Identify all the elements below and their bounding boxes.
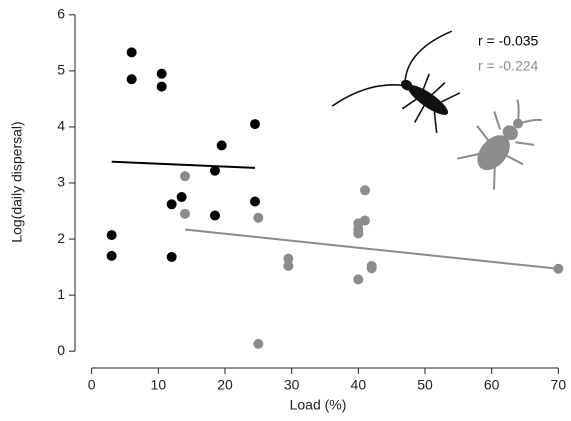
point — [166, 251, 177, 262]
point — [253, 212, 264, 223]
x-axis-label: Load (%) — [290, 397, 347, 413]
beetle-longhorn — [331, 30, 461, 134]
x-tick-label: 10 — [151, 377, 167, 393]
point — [366, 263, 377, 274]
point — [180, 208, 190, 219]
x-tick-label: 0 — [88, 377, 96, 393]
point — [283, 260, 294, 271]
point — [176, 192, 187, 203]
point — [156, 68, 167, 79]
point — [250, 196, 260, 207]
y-tick-label: 1 — [57, 286, 65, 302]
point — [360, 215, 370, 226]
point — [126, 47, 137, 58]
x-tick-label: 60 — [484, 377, 500, 393]
y-tick-label: 4 — [57, 118, 65, 134]
point — [216, 140, 227, 151]
point — [283, 253, 294, 264]
x-tick-label: 40 — [351, 377, 367, 393]
point — [156, 81, 167, 92]
fit-line — [111, 160, 256, 169]
point — [353, 228, 364, 239]
y-tick-label: 2 — [57, 230, 65, 246]
x-tick-label: 20 — [217, 377, 233, 393]
y-tick-label: 5 — [57, 62, 65, 78]
point — [553, 263, 564, 274]
point — [126, 74, 137, 85]
x-tick-label: 50 — [417, 377, 433, 393]
x-tick-label: 30 — [284, 377, 300, 393]
point — [106, 250, 117, 261]
point — [250, 119, 260, 130]
y-tick-label: 0 — [57, 342, 65, 358]
point — [180, 171, 190, 182]
y-axis-label: Log(daily dispersal) — [9, 121, 25, 242]
point — [253, 338, 264, 349]
annotation: r = -0.035 — [478, 33, 539, 49]
y-tick-label: 3 — [57, 174, 65, 190]
point — [353, 274, 364, 285]
point — [166, 199, 177, 210]
beetle-ground — [456, 99, 542, 190]
point — [210, 210, 220, 221]
fit-line — [184, 228, 559, 270]
point — [106, 230, 117, 241]
point — [210, 165, 220, 176]
y-tick-label: 6 — [57, 6, 65, 22]
annotation: r = -0.224 — [478, 58, 539, 74]
point — [360, 185, 370, 196]
x-tick-label: 70 — [551, 377, 567, 393]
